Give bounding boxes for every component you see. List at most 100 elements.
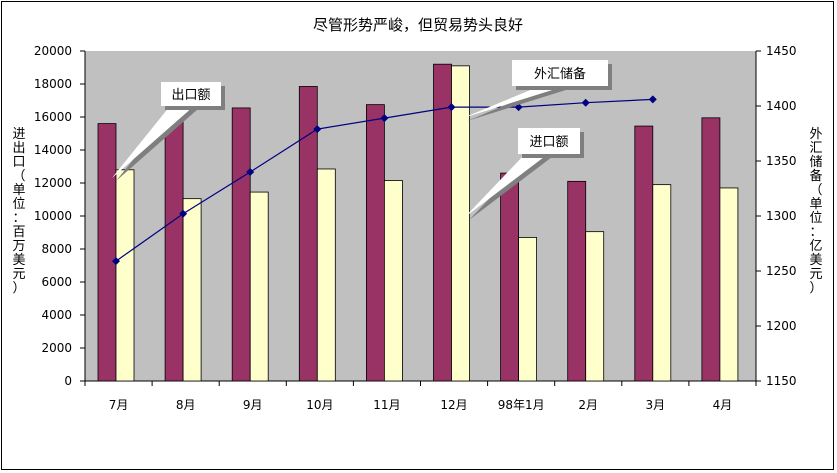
reserve-point (246, 168, 255, 176)
left-tick-label: 4000 (41, 308, 72, 322)
callout-label: 出口额 (171, 88, 210, 103)
left-tick-label: 0 (64, 374, 72, 388)
chart-title: 尽管形势严峻，但贸易势头良好 (313, 16, 523, 34)
right-axis-ticks: 1150 1200 1250 1300 1350 1400 1450 (756, 44, 797, 388)
left-tick-label: 2000 (41, 341, 72, 355)
reserve-point (581, 98, 590, 107)
bar-series (97, 63, 739, 382)
callout-pointer-shadow (467, 89, 569, 121)
callout-pointer (465, 154, 548, 217)
axis-title-char: 元 (809, 267, 822, 282)
axis-title-char: 位 (12, 197, 25, 212)
reserve-point (648, 95, 657, 104)
axis-title-char: 美 (809, 253, 822, 268)
right-axis-title: 外汇储备（单位：亿美元） (809, 127, 822, 296)
axis-title-char: （ (809, 183, 822, 198)
right-tick-label: 1300 (766, 209, 797, 223)
bar-import (585, 231, 605, 382)
bar-export (164, 116, 184, 382)
bar-import (249, 191, 269, 382)
axis-title-char: 外 (809, 127, 822, 142)
reserve-point (112, 257, 120, 266)
bar-import (451, 65, 470, 382)
axis-title-char: 汇 (809, 141, 822, 156)
bar-import (719, 187, 739, 382)
axis-title-char: 口 (12, 155, 25, 170)
reserve-point (380, 114, 389, 123)
callout-pointer-shadow (116, 109, 198, 181)
left-tick-label: 6000 (41, 275, 72, 289)
bar-export (433, 63, 452, 382)
callout-pointer (463, 86, 565, 118)
right-tick-label: 1400 (766, 99, 797, 113)
callout-pointer-shadow (469, 157, 552, 220)
right-tick-label: 1250 (766, 264, 797, 278)
x-axis-labels: 7月 8月 9月 10月 11月 12月 98年1月 2月 3月 4月 (84, 381, 757, 412)
left-tick-label: 18000 (34, 77, 72, 91)
reserve-point (179, 209, 188, 218)
right-tick-label: 1350 (766, 154, 797, 168)
left-tick-label: 10000 (34, 209, 72, 223)
bar-export (701, 117, 721, 382)
x-tick-label: 2月 (578, 398, 598, 412)
x-tick-label: 9月 (243, 398, 263, 412)
axis-title-char: 进 (12, 127, 25, 142)
bar-import (383, 180, 403, 382)
axis-title-char: ） (12, 281, 25, 296)
bar-export (365, 104, 385, 382)
bar-import (182, 198, 202, 382)
reserve-point (313, 125, 322, 134)
callout-box (161, 82, 221, 106)
axis-title-char: 亿 (809, 239, 822, 254)
right-tick-label: 1450 (766, 44, 797, 58)
callout-label: 外汇储备 (534, 66, 586, 82)
axis-title-char: ： (12, 211, 25, 226)
callout-label: 进口额 (529, 135, 568, 150)
axis-title-char: 单 (809, 197, 822, 212)
callout-pointer (112, 106, 194, 178)
line-series (112, 95, 657, 266)
right-tick-label: 1150 (766, 374, 797, 388)
left-axis-ticks: 0 2000 4000 6000 8000 10000 12000 14000 16000 180… (34, 44, 85, 388)
left-tick-label: 8000 (41, 242, 72, 256)
axis-title-char: 百 (12, 225, 25, 240)
axis-title-char: 美 (12, 253, 25, 268)
axis-title-char: 万 (12, 239, 25, 254)
right-tick-label: 1200 (766, 319, 797, 333)
axis-title-char: 储 (809, 155, 822, 170)
left-tick-label: 14000 (34, 143, 72, 157)
axis-title-char: 备 (809, 168, 822, 184)
x-tick-label: 7月 (109, 398, 129, 412)
bar-import (316, 168, 336, 382)
x-tick-label: 8月 (176, 398, 196, 412)
bar-export (634, 125, 654, 382)
x-tick-label: 10月 (306, 398, 333, 412)
x-tick-label: 11月 (373, 398, 400, 412)
left-tick-label: 16000 (34, 110, 72, 124)
reserve-point (447, 103, 456, 112)
bar-import (652, 184, 672, 382)
axis-title-char: 位 (809, 211, 822, 226)
x-tick-label: 4月 (713, 398, 733, 412)
axis-title-char: ） (809, 281, 822, 296)
x-tick-label: 98年1月 (498, 398, 545, 412)
left-tick-label: 20000 (34, 44, 72, 58)
bar-export (500, 172, 520, 382)
x-tick-label: 3月 (646, 398, 666, 412)
axis-title-char: 出 (12, 141, 25, 156)
axis-title-char: （ (12, 169, 25, 184)
x-tick-label: 12月 (440, 398, 467, 412)
bar-export (567, 180, 587, 382)
callout-box (512, 60, 608, 86)
axis-title-char: 元 (12, 267, 25, 282)
left-tick-label: 12000 (34, 176, 72, 190)
axis-title-char: ： (809, 225, 822, 240)
bar-import (518, 237, 537, 382)
axis-title-char: 单 (12, 183, 25, 198)
bar-export (231, 107, 251, 382)
